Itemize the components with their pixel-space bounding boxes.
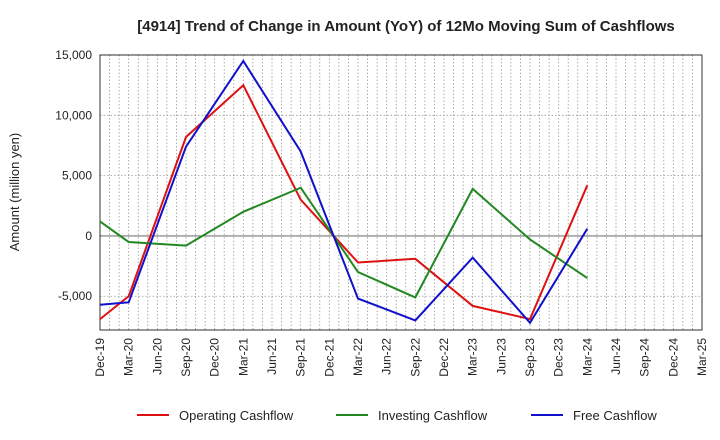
x-tick-label: Mar-21: [236, 338, 250, 376]
legend-label: Investing Cashflow: [378, 408, 488, 423]
x-tick-label: Mar-25: [695, 338, 709, 376]
y-tick-label: 5,000: [62, 169, 92, 183]
y-axis-label: Amount (million yen): [7, 133, 22, 252]
x-tick-label: Sep-22: [408, 338, 422, 377]
x-tick-label: Dec-22: [437, 338, 451, 377]
grid: [100, 54, 702, 330]
x-tick-label: Jun-24: [609, 338, 623, 375]
legend-label: Operating Cashflow: [179, 408, 294, 423]
x-tick-label: Jun-22: [380, 338, 394, 375]
legend: Operating Cashflow Investing Cashflow Free…: [137, 408, 657, 423]
x-tick-label: Dec-20: [208, 338, 222, 377]
y-tick-label: 10,000: [55, 108, 92, 122]
chart-title: [4914] Trend of Change in Amount (YoY) o…: [137, 18, 675, 35]
x-tick-label: Mar-20: [122, 338, 136, 376]
x-tick-label: Dec-19: [93, 338, 107, 377]
x-tick-label: Mar-23: [466, 338, 480, 376]
investing-cashflow-line: [99, 186, 588, 299]
x-tick-label: Dec-24: [666, 338, 680, 377]
x-tick-label: Sep-20: [179, 338, 193, 377]
x-tick-label: Sep-23: [523, 338, 537, 377]
y-tick-label: 15,000: [55, 48, 92, 62]
series-lines: [99, 59, 589, 325]
x-tick-label: Dec-23: [552, 338, 566, 377]
x-tick-label: Dec-21: [322, 338, 336, 377]
x-tick-label: Jun-20: [150, 338, 164, 375]
y-tick-label: -5,000: [58, 289, 92, 303]
x-tick-label: Jun-21: [265, 338, 279, 375]
x-tick-label: Mar-24: [580, 338, 594, 376]
y-tick-label: 0: [85, 229, 92, 243]
x-tick-label: Sep-24: [638, 338, 652, 377]
legend-label: Free Cashflow: [573, 408, 657, 423]
free-cashflow-line: [99, 59, 589, 325]
operating-cashflow-line: [99, 83, 589, 321]
y-tick-labels: 15,000 10,000 5,000 0 -5,000: [55, 48, 92, 303]
x-tick-labels: Dec-19 Mar-20 Jun-20 Sep-20 Dec-20 Mar-21 Jun-…: [93, 338, 709, 377]
plot-frame: [99, 54, 703, 331]
x-tick-label: Sep-21: [294, 338, 308, 377]
x-tick-label: Mar-22: [351, 338, 365, 376]
x-tick-label: Jun-23: [494, 338, 508, 375]
